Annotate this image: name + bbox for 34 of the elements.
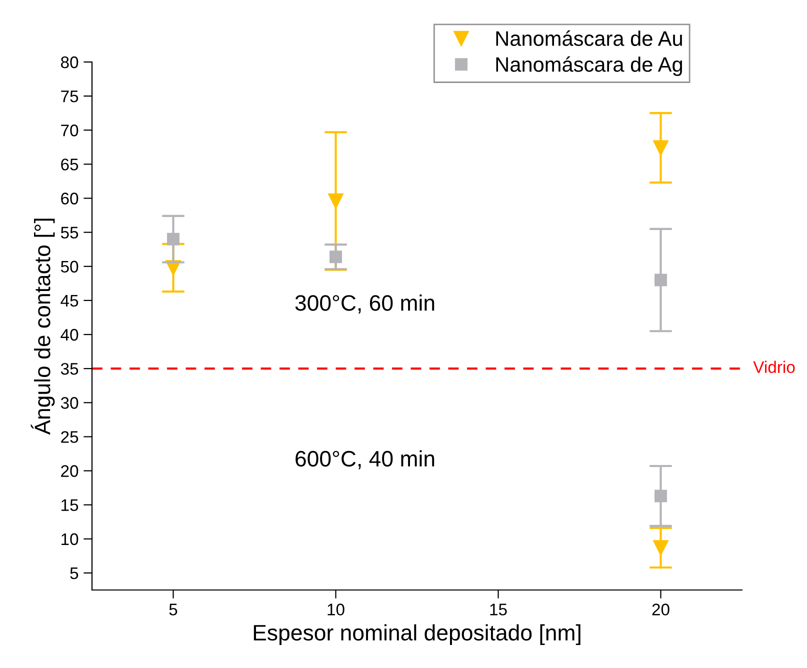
ref-line-label: Vidrio xyxy=(753,360,795,374)
y-axis-title: Ángulo de contacto [°] xyxy=(30,218,55,435)
x-tick-label: 10 xyxy=(328,604,344,616)
x-tick-label: 5 xyxy=(169,604,178,616)
y-tick-label: 40 xyxy=(60,328,78,341)
point xyxy=(653,140,668,156)
point xyxy=(654,274,667,286)
x-tick-label: 20 xyxy=(652,604,670,616)
y-tick-label: 45 xyxy=(60,295,78,307)
point xyxy=(330,250,342,264)
point xyxy=(167,232,180,246)
x-tick-label: 15 xyxy=(490,604,507,616)
y-tick-label: 60 xyxy=(61,192,78,204)
legend-label: Nanomáscara de Ag xyxy=(496,56,682,76)
y-tick-label: 25 xyxy=(61,431,78,443)
point xyxy=(328,193,344,209)
y-tick-label: 35 xyxy=(60,362,78,375)
legend-label: Nanomáscara de Au xyxy=(496,30,682,46)
y-tick-label: 10 xyxy=(62,533,78,546)
x-axis-title: Espesor nominal depositado [nm] xyxy=(254,624,580,645)
annotation: 300°C, 60 min xyxy=(295,294,434,314)
y-tick-label: 15 xyxy=(62,499,78,512)
y-tick-label: 50 xyxy=(60,260,78,273)
y-tick-label: 70 xyxy=(61,124,78,136)
y-tick-label: 65 xyxy=(61,158,78,170)
y-tick-label: 30 xyxy=(60,397,78,409)
y-tick-label: 20 xyxy=(61,465,78,477)
y-tick-label: 75 xyxy=(61,90,78,102)
y-tick-label: 55 xyxy=(60,226,78,239)
point xyxy=(653,540,668,556)
point xyxy=(654,490,667,502)
annotation: 600°C, 40 min xyxy=(296,450,434,470)
y-tick-label: 5 xyxy=(70,568,78,580)
y-tick-label: 80 xyxy=(60,56,78,68)
